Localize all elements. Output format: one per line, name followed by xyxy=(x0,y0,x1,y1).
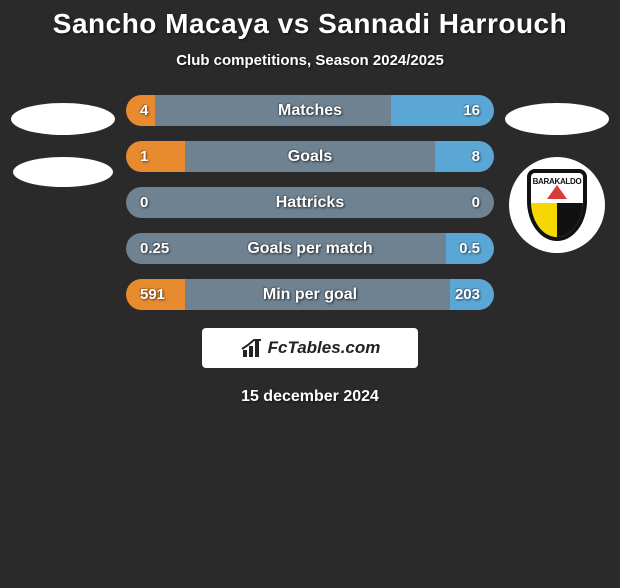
right-player-badge xyxy=(505,103,609,135)
right-player-col: BARAKALDO xyxy=(502,95,612,253)
crest-stripes xyxy=(531,203,583,237)
infographic-root: Sancho Macaya vs Sannadi Harrouch Club c… xyxy=(0,8,620,588)
stat-row: 0 Hattricks 0 xyxy=(126,187,494,218)
left-player-badge-1 xyxy=(11,103,115,135)
branding-badge: FcTables.com xyxy=(202,328,418,368)
club-crest: BARAKALDO xyxy=(509,157,605,253)
stat-row: 591 Min per goal 203 xyxy=(126,279,494,310)
title: Sancho Macaya vs Sannadi Harrouch xyxy=(0,8,620,40)
stat-seg-mid xyxy=(126,233,446,264)
stat-seg-left xyxy=(126,95,155,126)
stat-seg-right xyxy=(391,95,494,126)
stat-seg-right xyxy=(446,233,494,264)
date-text: 15 december 2024 xyxy=(0,388,620,406)
stat-row: 1 Goals 8 xyxy=(126,141,494,172)
left-player-badge-2 xyxy=(13,157,113,187)
stat-row: 0.25 Goals per match 0.5 xyxy=(126,233,494,264)
left-player-col xyxy=(8,95,118,187)
bar-chart-icon xyxy=(240,336,264,360)
stat-seg-mid xyxy=(126,187,494,218)
stat-seg-right xyxy=(450,279,494,310)
crest-shield: BARAKALDO xyxy=(527,169,587,241)
stat-seg-mid xyxy=(185,141,435,172)
stat-bars: 4 Matches 16 1 Goals 8 0 Hattricks 0 0.2… xyxy=(126,95,494,310)
stat-seg-left xyxy=(126,141,185,172)
stats-area: 4 Matches 16 1 Goals 8 0 Hattricks 0 0.2… xyxy=(0,95,620,310)
stat-seg-right xyxy=(435,141,494,172)
stat-row: 4 Matches 16 xyxy=(126,95,494,126)
stat-seg-mid xyxy=(155,95,391,126)
stat-seg-left xyxy=(126,279,185,310)
stat-seg-mid xyxy=(185,279,450,310)
subtitle: Club competitions, Season 2024/2025 xyxy=(0,52,620,69)
branding-text: FcTables.com xyxy=(268,338,381,358)
crest-triangle-icon xyxy=(547,185,567,199)
